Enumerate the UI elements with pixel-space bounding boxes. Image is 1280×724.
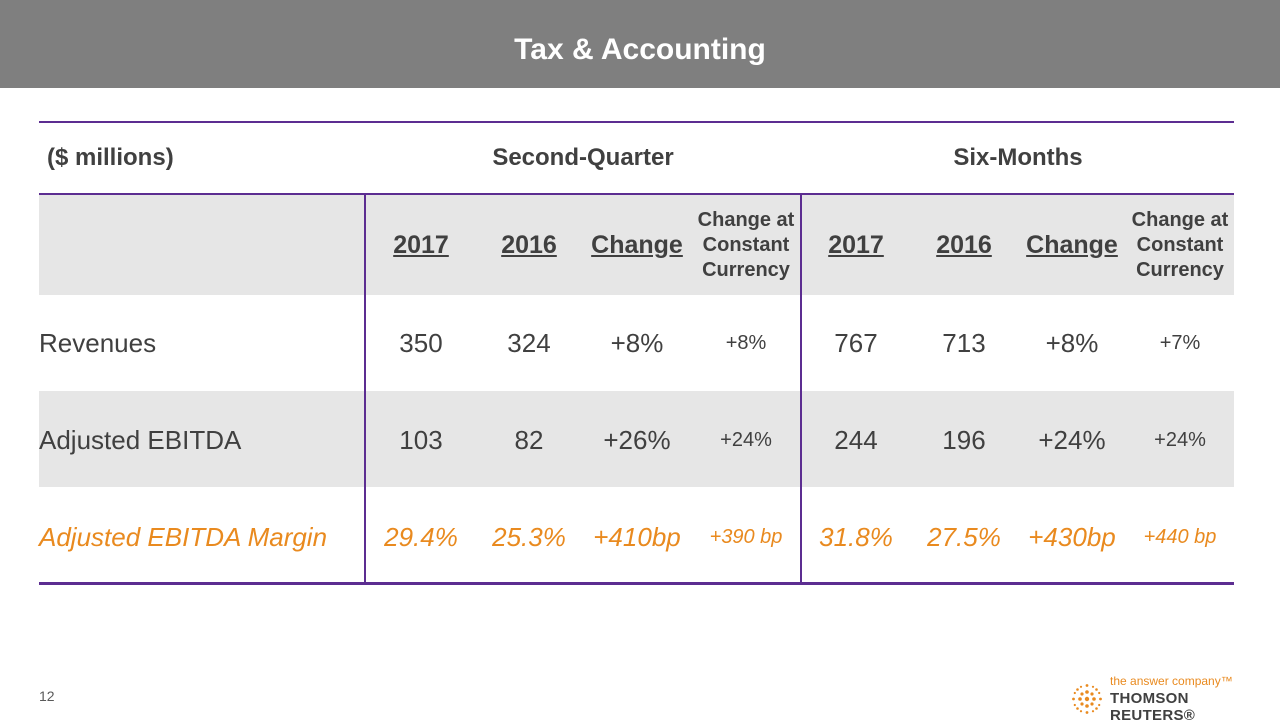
group-six-months: Six-Months [953,144,1083,171]
cell-h-2016: 27.5% [927,521,1001,552]
cell-h-change: +8% [1045,327,1099,358]
column-header-band [39,195,1234,295]
col-h-change-ccy: Change at Constant Currency [1131,208,1229,281]
row-label: Adjusted EBITDA [39,424,242,455]
cell-q-2017: 103 [399,424,443,455]
cell-q-change: +8% [610,327,664,358]
col-h-2017: 2017 [828,230,884,259]
row-label: Adjusted EBITDA Margin [39,521,328,552]
col-q-change: Change [591,230,683,259]
col-q-2016: 2016 [501,230,557,259]
cell-q-change-ccy: +24% [720,428,772,451]
title-bar: Tax & Accounting [0,0,1280,88]
cell-q-change-ccy: +8% [725,331,767,354]
col-h-2016: 2016 [936,230,992,259]
cell-h-change-ccy: +440 bp [1143,525,1217,548]
cell-q-change: +410bp [593,521,681,552]
divider-left [364,195,366,582]
cell-q-2016: 82 [514,424,544,455]
page-number: 12 [39,688,55,704]
divider-right [800,195,802,582]
cell-h-change-ccy: +24% [1154,428,1206,451]
cell-h-change-ccy: +7% [1159,331,1201,354]
units-label: ($ millions) [47,144,174,171]
cell-h-2017: 767 [834,327,878,358]
header-rule [39,193,1234,195]
cell-q-change-ccy: +390 bp [709,525,783,548]
cell-q-2017: 29.4% [384,521,458,552]
cell-h-2016: 196 [942,424,986,455]
brand-name: THOMSON REUTERS® [1110,690,1196,724]
brand-tagline: the answer company™ [1110,674,1233,688]
ebitda-row-band [39,391,1234,487]
col-q-change-ccy: Change at Constant Currency [697,208,795,281]
cell-h-2017: 31.8% [819,521,893,552]
cell-h-2017: 244 [834,424,878,455]
top-rule [39,121,1234,123]
cell-q-2016: 25.3% [492,521,566,552]
cell-h-2016: 713 [942,327,986,358]
group-second-quarter: Second-Quarter [492,144,674,171]
cell-h-change: +430bp [1028,521,1116,552]
page-title: Tax & Accounting [514,33,766,66]
cell-q-change: +26% [603,424,671,455]
cell-q-2017: 350 [399,327,443,358]
cell-h-change: +24% [1038,424,1106,455]
col-q-2017: 2017 [393,230,449,259]
thomson-reuters-dots-icon [1072,684,1102,714]
row-label: Revenues [39,327,157,358]
bottom-rule [39,582,1234,585]
brand-logo: the answer company™ THOMSON REUTERS® [1070,672,1250,724]
cell-q-2016: 324 [507,327,551,358]
col-h-change: Change [1026,230,1118,259]
